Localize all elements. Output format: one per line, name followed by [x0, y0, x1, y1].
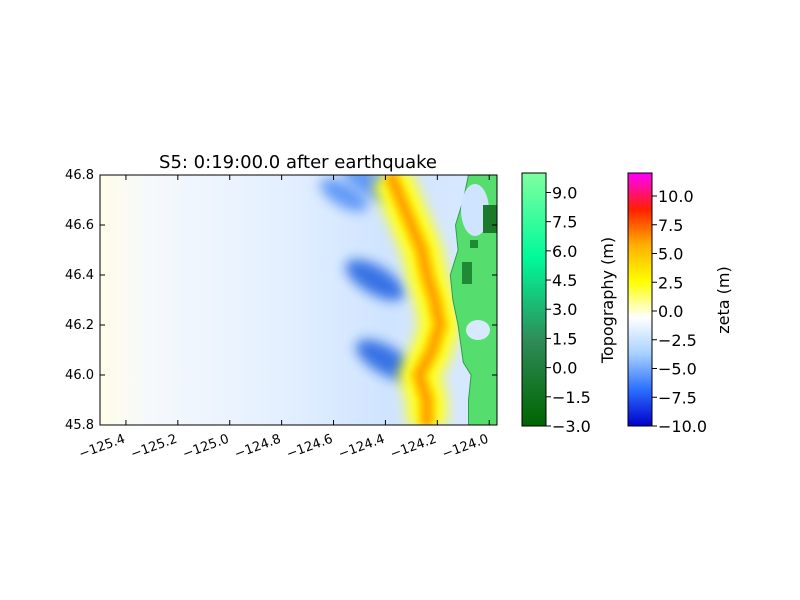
y-axis: 45.8 46.0 46.2 46.4 46.6 46.8 — [65, 168, 497, 433]
wetland — [483, 205, 497, 233]
y-tick-label: 46.0 — [65, 368, 94, 383]
zeta-colorbar-tick-label: 10.0 — [658, 187, 694, 206]
zeta-colorbar-tick-label: −5.0 — [658, 360, 697, 379]
zeta-colorbar-label: zeta (m) — [714, 266, 733, 333]
topography-colorbar-bar — [521, 172, 547, 427]
y-tick-label: 46.8 — [65, 168, 94, 183]
trough — [320, 178, 368, 212]
x-tick-label: −124.6 — [285, 432, 335, 463]
topography-colorbar-tick-label: 1.5 — [552, 329, 577, 348]
x-tick-label: −124.4 — [336, 432, 386, 463]
x-tick-label: −124.2 — [388, 432, 438, 463]
trough — [345, 259, 405, 301]
plot-area — [100, 175, 497, 425]
zeta-colorbar-tick-label: 0.0 — [658, 302, 683, 321]
zeta-colorbar-tick-label: 7.5 — [658, 216, 683, 235]
topography-colorbar-label: Topography (m) — [598, 237, 617, 364]
chart-title: S5: 0:19:00.0 after earthquake — [159, 152, 437, 173]
topography-colorbar-tick-label: −3.0 — [552, 417, 591, 436]
wetland — [470, 240, 478, 248]
bay — [466, 320, 490, 340]
topography-colorbar-tick-label: 6.0 — [552, 242, 577, 261]
topography-colorbar-tick-label: 4.5 — [552, 271, 577, 290]
zeta-colorbar-tick-label: 2.5 — [658, 273, 683, 292]
zeta-colorbar-bar — [627, 172, 653, 427]
y-tick-label: 46.2 — [65, 318, 94, 333]
topography-colorbar-tick-label: 0.0 — [552, 359, 577, 378]
topography-colorbar-tick-label: −1.5 — [552, 388, 591, 407]
plot-frame — [99, 174, 498, 426]
wavefront-crest — [387, 175, 443, 425]
y-tick-label: 46.4 — [65, 268, 94, 283]
topography-colorbar-tick-label: 3.0 — [552, 300, 577, 319]
x-tick-label: −124.0 — [440, 432, 490, 463]
x-tick-label: −125.2 — [129, 432, 179, 463]
zeta-colorbar-tick-label: −2.5 — [658, 331, 697, 350]
zeta-colorbar: −10.0 −7.5 −5.0 −2.5 0.0 2.5 5.0 7.5 10.0 zeta (… — [627, 172, 733, 436]
x-tick-label: −125.4 — [77, 432, 127, 463]
y-tick-label: 46.6 — [65, 218, 94, 233]
wetland — [462, 262, 472, 284]
bay — [461, 184, 489, 236]
zeta-colorbar-tick-label: 5.0 — [658, 245, 683, 264]
zeta-colorbar-tick-label: −7.5 — [658, 388, 697, 407]
topography-colorbar-tick-label: 9.0 — [552, 183, 577, 202]
topography-colorbar: −3.0 −1.5 0.0 1.5 3.0 4.5 6.0 7.5 9.0 Topography… — [521, 172, 617, 436]
y-tick-label: 45.8 — [65, 418, 94, 433]
x-tick-label: −124.8 — [233, 432, 283, 463]
land-area — [449, 175, 497, 425]
bay-layer — [461, 184, 497, 340]
x-tick-label: −125.0 — [181, 432, 231, 463]
topography-colorbar-tick-label: 7.5 — [552, 213, 577, 232]
zeta-colorbar-tick-label: −10.0 — [658, 417, 707, 436]
